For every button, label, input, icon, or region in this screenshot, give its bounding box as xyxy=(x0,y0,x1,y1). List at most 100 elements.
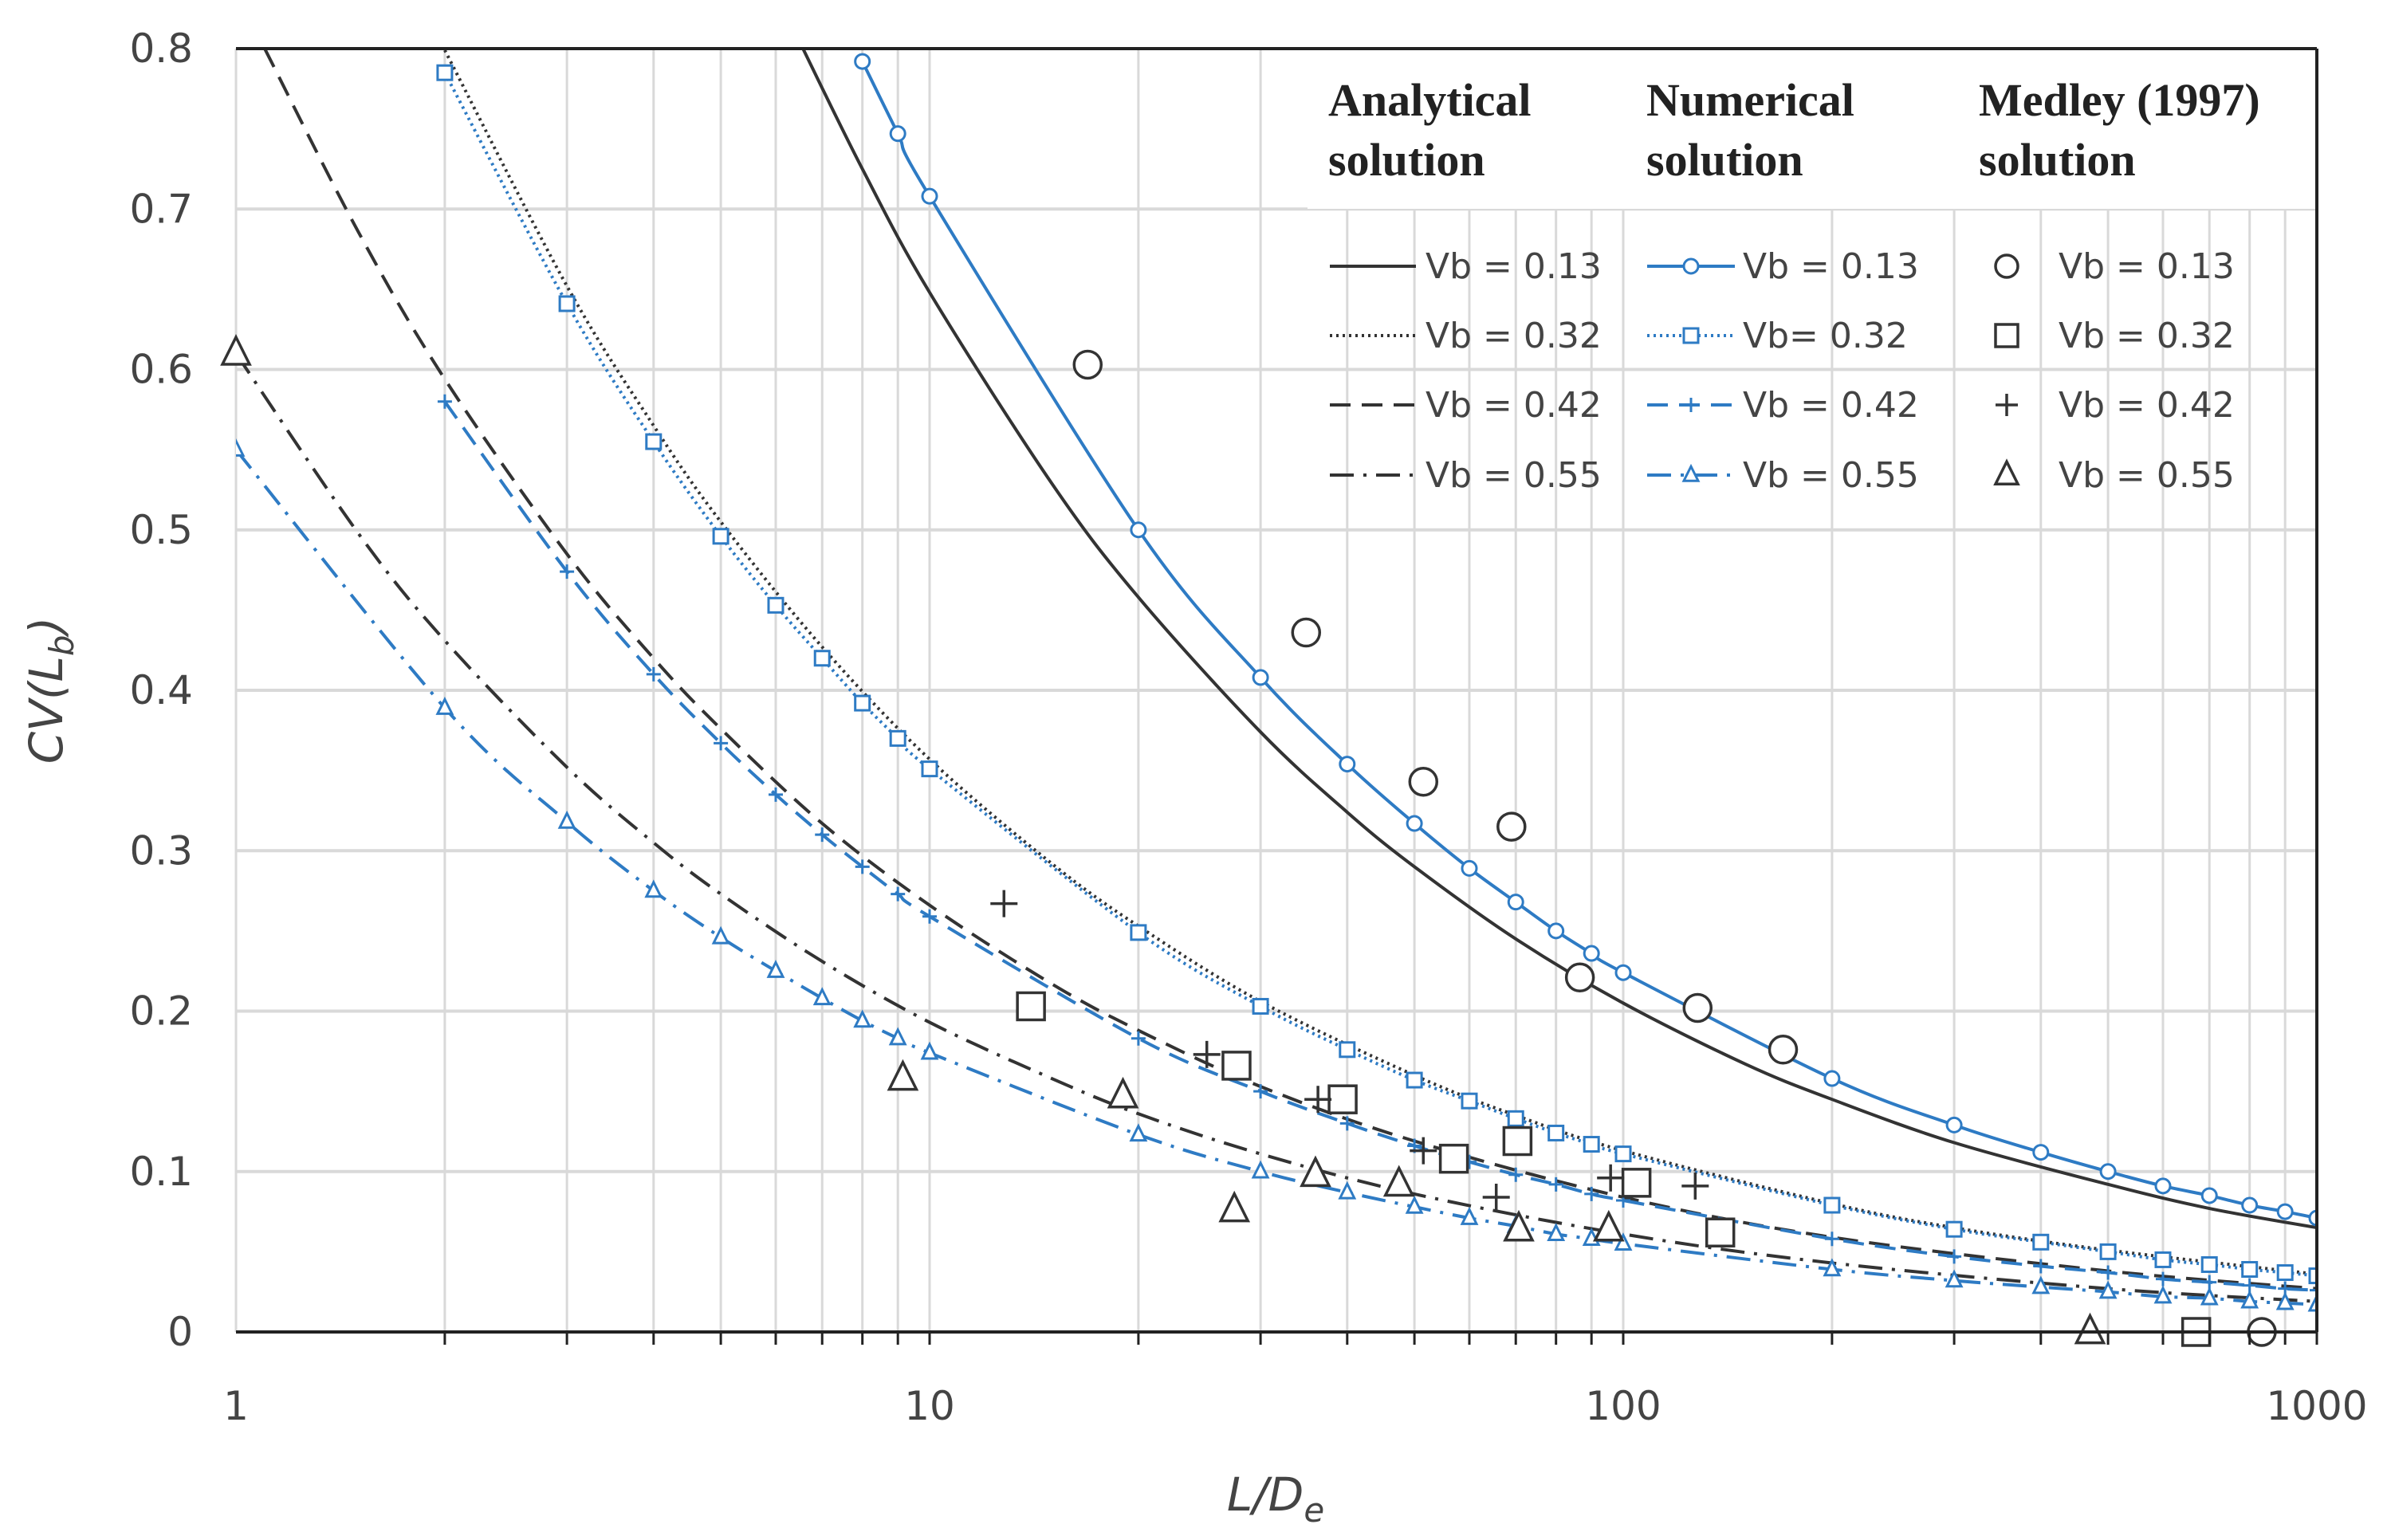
plus-marker xyxy=(1684,398,1698,412)
plus-marker xyxy=(2101,1265,2116,1280)
triangle-marker xyxy=(812,987,832,1006)
triangle-marker xyxy=(1382,1165,1415,1197)
legend-label: Vb= 0.32 xyxy=(1743,316,1908,356)
triangle-marker xyxy=(2031,1275,2051,1294)
numerical-series xyxy=(437,394,2317,1298)
triangle-marker xyxy=(2074,1312,2106,1345)
plus-marker xyxy=(1597,1164,1625,1192)
triangle-marker xyxy=(2200,1287,2219,1306)
triangle-marker xyxy=(2307,1293,2317,1312)
plus-marker xyxy=(2310,1283,2317,1298)
plus-marker xyxy=(1996,394,2018,416)
x-tick-label: 100 xyxy=(1585,1383,1661,1429)
triangle-marker xyxy=(644,879,663,898)
triangle-marker xyxy=(1614,1232,1633,1251)
legend-label: Vb = 0.42 xyxy=(1743,385,1919,426)
plus-marker xyxy=(560,564,575,579)
legend-group-title: solution xyxy=(1646,134,1803,186)
x-tick-label: 1 xyxy=(223,1383,249,1429)
square-marker xyxy=(1221,1051,1252,1081)
triangle-marker xyxy=(2275,1291,2295,1310)
legend: Analytical solution Numerical solution Medle… xyxy=(1328,74,2260,496)
square-marker xyxy=(1339,1041,1356,1059)
plus-marker xyxy=(2155,1271,2170,1287)
plus-marker xyxy=(1253,1084,1268,1099)
triangle-marker xyxy=(557,810,576,829)
legend-label: Vb = 0.55 xyxy=(1743,455,1919,496)
triangle-marker xyxy=(766,960,785,978)
square-marker xyxy=(2276,1264,2294,1282)
medley-series xyxy=(1016,991,2212,1347)
circle-marker xyxy=(921,187,938,205)
plus-marker xyxy=(1947,1249,1962,1264)
y-tick-label: 0.1 xyxy=(129,1149,193,1195)
legend-label: Vb = 0.55 xyxy=(2059,455,2235,496)
plus-marker xyxy=(714,736,729,751)
legend-group-title: solution xyxy=(1328,134,1485,186)
circle-marker xyxy=(1994,253,2019,279)
plot-area xyxy=(236,49,2317,1312)
triangle-marker xyxy=(1251,1160,1270,1179)
square-marker xyxy=(436,64,454,81)
plus-marker xyxy=(990,890,1018,917)
plus-marker xyxy=(1584,1186,1599,1201)
legend-label: Vb = 0.42 xyxy=(1426,385,1602,426)
grid xyxy=(234,47,2318,1334)
square-marker xyxy=(1438,1143,1469,1174)
plus-marker xyxy=(437,394,452,409)
analytical-curve xyxy=(443,49,2317,1276)
plus-marker xyxy=(1508,1167,1524,1182)
circle-marker xyxy=(1072,349,1103,380)
triangle-marker xyxy=(2153,1285,2173,1304)
square-marker xyxy=(1614,1145,1632,1163)
circle-marker xyxy=(1768,1035,1799,1065)
y-tick-label: 0.4 xyxy=(129,667,193,713)
axes: 0 0.1 0.2 0.3 0.4 0.5 0.6 0.7 0.8 1 10 100 1000 xyxy=(129,26,2367,1429)
triangle-marker xyxy=(1993,458,2020,485)
plus-marker xyxy=(1410,1137,1437,1165)
circle-marker xyxy=(1682,257,1700,275)
y-tick-label: 0.5 xyxy=(129,507,193,553)
y-tick-label: 0.8 xyxy=(129,26,193,72)
triangle-marker xyxy=(435,696,454,715)
square-marker xyxy=(1016,991,1046,1022)
square-marker xyxy=(2200,1255,2218,1273)
legend-group-title: Medley (1997) xyxy=(1979,74,2260,126)
square-marker xyxy=(813,650,831,667)
medley-series xyxy=(1072,349,2277,1347)
legend-label: Vb = 0.13 xyxy=(1426,246,1602,287)
square-marker xyxy=(712,528,729,545)
circle-marker xyxy=(1945,1116,1963,1133)
triangle-marker xyxy=(1218,1190,1251,1223)
square-marker xyxy=(1130,924,1147,941)
legend-header-background xyxy=(1308,49,2316,209)
square-marker xyxy=(2154,1251,2172,1268)
plus-marker xyxy=(1193,1040,1221,1068)
square-marker xyxy=(1406,1071,1423,1089)
medley-series xyxy=(990,890,1709,1211)
triangle-marker xyxy=(1592,1209,1625,1242)
square-marker xyxy=(767,596,785,614)
square-marker xyxy=(645,433,663,450)
plus-marker xyxy=(1548,1177,1563,1192)
triangle-marker xyxy=(1681,463,1701,482)
plus-marker xyxy=(922,909,937,924)
square-marker xyxy=(2241,1261,2259,1279)
square-marker xyxy=(1252,997,1269,1015)
square-marker xyxy=(1461,1092,1478,1110)
circle-marker xyxy=(1547,922,1565,940)
circle-marker xyxy=(2200,1187,2218,1204)
legend-label: Vb = 0.13 xyxy=(1743,246,1919,287)
square-marker xyxy=(1547,1124,1565,1141)
square-marker xyxy=(1502,1126,1533,1157)
analytical-curve xyxy=(263,49,2317,1291)
square-marker xyxy=(1945,1220,1963,1238)
x-tick-label: 10 xyxy=(904,1383,955,1429)
circle-marker xyxy=(2154,1177,2172,1195)
square-marker xyxy=(558,295,576,312)
circle-marker xyxy=(854,53,871,70)
legend-group-title: solution xyxy=(1979,134,2136,186)
triangle-marker xyxy=(887,1059,919,1091)
circle-marker xyxy=(1682,992,1713,1023)
numerical-curve xyxy=(236,448,2317,1306)
